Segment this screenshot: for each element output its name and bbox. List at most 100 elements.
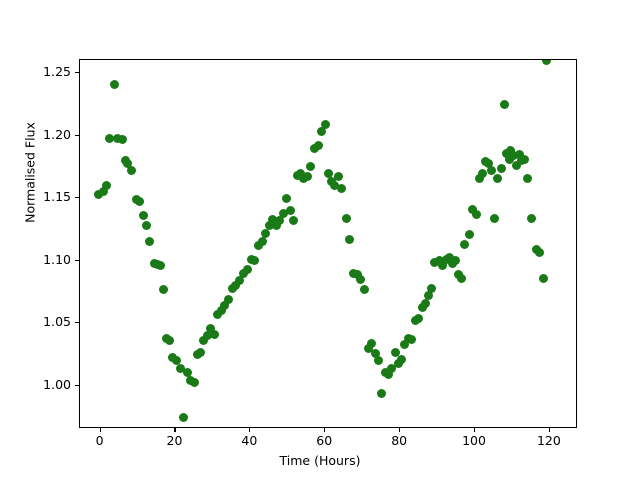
- data-point: [112, 133, 122, 143]
- y-axis-tick-label: 1.15: [43, 189, 71, 205]
- data-point: [182, 367, 192, 377]
- data-point: [515, 149, 525, 159]
- data-point: [235, 276, 244, 286]
- data-point: [383, 370, 393, 380]
- data-point: [420, 298, 430, 308]
- y-axis-label: Normalised Flux: [22, 122, 38, 223]
- data-point: [376, 388, 386, 398]
- data-point: [102, 181, 112, 191]
- data-point: [523, 173, 533, 183]
- data-point: [323, 168, 333, 178]
- data-point: [406, 335, 416, 345]
- data-point: [500, 99, 510, 109]
- data-point: [190, 377, 200, 387]
- data-point: [238, 268, 248, 278]
- data-point: [305, 162, 315, 172]
- data-point: [352, 270, 362, 280]
- data-point: [329, 181, 339, 191]
- data-point: [527, 213, 537, 223]
- y-axis-tick: [75, 322, 79, 324]
- data-point: [493, 173, 503, 183]
- data-point: [450, 256, 460, 266]
- data-point: [271, 221, 281, 231]
- x-axis-tick: [548, 428, 550, 432]
- data-point: [99, 187, 109, 197]
- data-point: [504, 154, 514, 164]
- data-point: [487, 166, 497, 176]
- x-axis-tick: [399, 428, 401, 432]
- x-axis-tick-label: 0: [95, 433, 104, 448]
- data-points-layer: [80, 60, 576, 427]
- data-point: [260, 228, 270, 238]
- data-point: [178, 412, 188, 422]
- data-point: [202, 331, 212, 341]
- data-point: [253, 241, 263, 251]
- data-point: [281, 193, 291, 203]
- data-point: [520, 154, 530, 164]
- x-axis-tick: [249, 428, 251, 432]
- x-axis-tick-label: 120: [536, 433, 561, 448]
- data-point: [175, 363, 185, 373]
- data-point: [464, 229, 474, 239]
- x-axis-tick-label: 100: [462, 433, 486, 448]
- data-point: [434, 256, 444, 266]
- data-point: [373, 356, 383, 366]
- y-axis-tick-label: 1.10: [43, 251, 71, 267]
- x-axis-tick-label: 60: [316, 433, 333, 448]
- data-point: [366, 338, 376, 348]
- data-point: [413, 313, 423, 323]
- x-axis-tick: [474, 428, 476, 432]
- data-point: [474, 173, 484, 183]
- data-point: [396, 355, 406, 365]
- data-point: [123, 158, 133, 168]
- data-point: [139, 211, 149, 221]
- y-axis-tick-label: 1.00: [43, 376, 71, 392]
- data-point: [336, 183, 346, 193]
- data-point: [257, 237, 267, 247]
- data-point: [512, 161, 522, 171]
- data-point: [288, 216, 298, 226]
- data-point: [156, 261, 165, 271]
- y-axis-tick: [75, 259, 79, 261]
- data-point: [223, 295, 233, 305]
- data-point: [344, 234, 354, 244]
- data-point: [164, 336, 174, 346]
- y-axis-tick-label: 1.20: [43, 126, 71, 142]
- x-axis-label: Time (Hours): [279, 453, 361, 468]
- data-point: [212, 310, 222, 320]
- y-axis-tick-label: 1.25: [43, 64, 71, 80]
- data-point: [497, 163, 507, 173]
- data-point: [278, 208, 288, 218]
- data-point: [359, 285, 369, 295]
- data-point: [363, 343, 373, 353]
- data-point: [109, 79, 119, 89]
- y-axis-tick: [75, 134, 79, 136]
- data-point: [205, 323, 215, 333]
- x-axis-tick-label: 80: [391, 433, 408, 448]
- data-point: [370, 348, 380, 358]
- data-point: [172, 356, 182, 366]
- data-point: [490, 213, 500, 223]
- data-point: [274, 216, 284, 226]
- y-axis-tick: [75, 384, 79, 386]
- data-point: [295, 168, 305, 178]
- x-axis-tick-label: 40: [241, 433, 258, 448]
- x-axis-tick: [99, 428, 101, 432]
- x-axis-tick-label: 20: [166, 433, 183, 448]
- data-point: [542, 60, 552, 65]
- data-point: [105, 133, 115, 143]
- data-point: [196, 347, 206, 357]
- data-point: [142, 221, 152, 231]
- data-point: [456, 273, 466, 283]
- data-point: [158, 285, 168, 295]
- data-point: [127, 166, 137, 176]
- data-point: [355, 275, 365, 285]
- data-point: [506, 146, 516, 156]
- data-point: [509, 151, 519, 161]
- data-point: [242, 265, 252, 275]
- data-point: [534, 247, 544, 257]
- data-point: [539, 273, 549, 283]
- data-point: [199, 336, 209, 346]
- data-point: [285, 206, 295, 216]
